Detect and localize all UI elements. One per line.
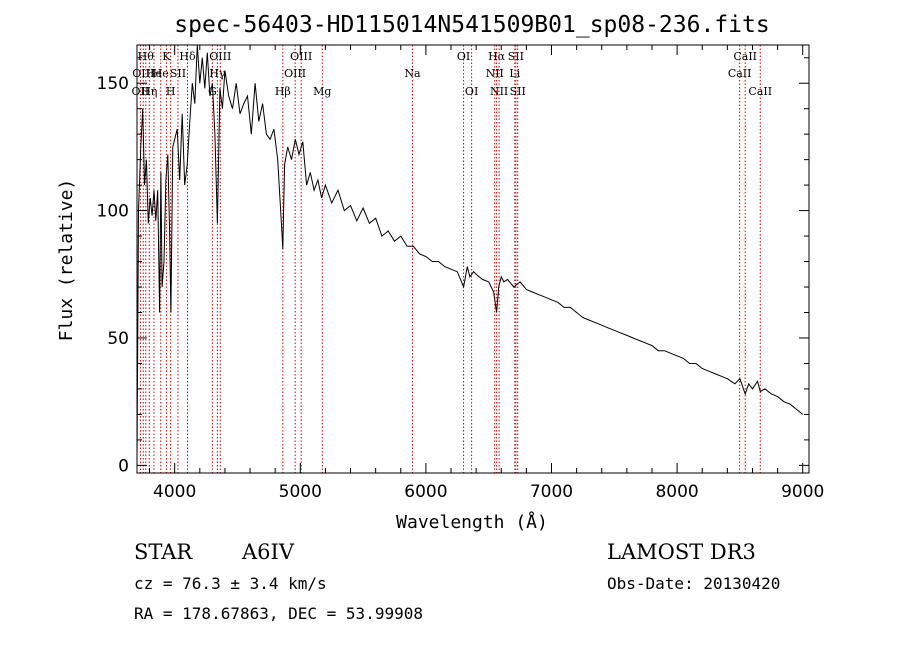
x-tick-label: 8000 xyxy=(655,482,698,502)
marker-label: NII xyxy=(490,85,508,98)
marker-label: He xyxy=(146,67,162,80)
marker-label: Li xyxy=(509,67,520,80)
y-tick-label: 100 xyxy=(97,202,129,222)
y-axis-label: Flux (relative) xyxy=(56,179,77,342)
x-axis-label: Wavelength (Å) xyxy=(396,511,548,533)
marker-label: NII xyxy=(486,67,504,80)
y-axis-ticks: 0 50 100 150 xyxy=(97,57,809,476)
marker-label: Hθ xyxy=(138,50,155,63)
redshift-velocity: cz = 76.3 ± 3.4 km/s xyxy=(134,574,327,593)
plot-frame xyxy=(136,44,810,474)
marker-label: Na xyxy=(404,67,421,80)
marker-label: Hδ xyxy=(179,50,196,63)
marker-label: CaII xyxy=(728,67,752,80)
ra-dec-coordinates: RA = 178.67863, DEC = 53.99908 xyxy=(134,604,423,623)
x-tick-label: 5000 xyxy=(279,482,322,502)
marker-label: OIII xyxy=(284,67,306,80)
marker-label: H xyxy=(166,85,176,98)
marker-label: OIII xyxy=(290,50,312,63)
marker-label: Hα xyxy=(488,50,506,63)
marker-label: SII xyxy=(508,50,524,63)
marker-label: OIII xyxy=(209,50,231,63)
marker-label: OIII xyxy=(132,67,154,80)
marker-label: K xyxy=(162,50,171,63)
observation-date: Obs-Date: 20130420 xyxy=(607,574,781,593)
marker-label: CaII xyxy=(733,50,757,63)
x-tick-label: 9000 xyxy=(781,482,824,502)
marker-label: Hβ xyxy=(275,85,291,98)
marker-label: Hη xyxy=(141,85,157,98)
x-tick-label: 4000 xyxy=(153,482,196,502)
spectral-line-markers: OIIOIIIHθHηHeHeKHSIIHδGHγOIIIHβOIIIOIIIM… xyxy=(132,45,772,473)
marker-label: SII xyxy=(510,85,526,98)
x-axis-ticks: 4000 5000 6000 7000 8000 9000 xyxy=(149,45,824,502)
x-tick-label: 6000 xyxy=(404,482,447,502)
y-tick-label: 50 xyxy=(107,329,129,349)
y-tick-label: 0 xyxy=(118,456,129,476)
marker-label: Hγ xyxy=(209,67,226,80)
marker-label: OI xyxy=(457,50,470,63)
spectrum-line xyxy=(136,44,804,463)
marker-label: CaII xyxy=(748,85,772,98)
survey-name: LAMOST DR3 xyxy=(607,540,756,564)
y-tick-label: 150 xyxy=(97,74,129,94)
marker-label: SII xyxy=(170,67,186,80)
marker-label: OI xyxy=(465,85,478,98)
x-tick-label: 7000 xyxy=(530,482,573,502)
marker-label: Mg xyxy=(313,85,331,98)
object-subclass: A6IV xyxy=(242,540,294,564)
marker-label: OII xyxy=(132,85,150,98)
object-class: STAR xyxy=(134,540,193,564)
marker-label: He xyxy=(153,67,169,80)
chart-title: spec-56403-HD115014N541509B01_sp08-236.f… xyxy=(174,12,769,38)
